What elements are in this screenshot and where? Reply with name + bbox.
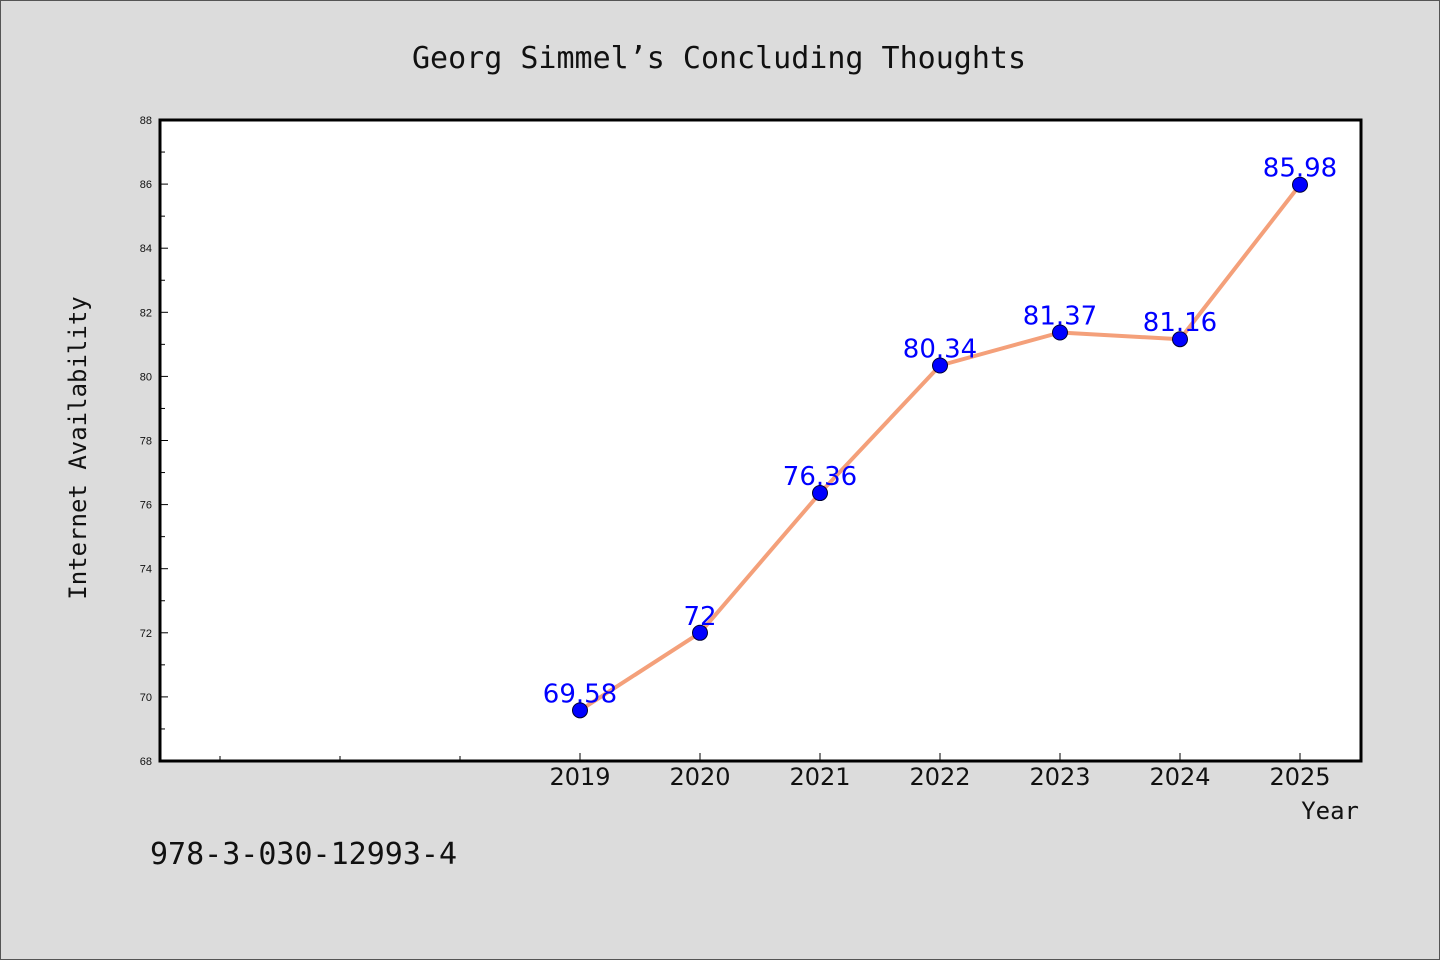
data-point	[1172, 331, 1188, 348]
x-axis: 2019 2020 2021 2022 2023 2024 2025	[219, 753, 1331, 791]
data-point	[1292, 176, 1308, 193]
data-label: 81.16	[1143, 308, 1217, 338]
x-tick-label: 2019	[549, 763, 610, 791]
x-tick-label: 2022	[909, 763, 970, 791]
y-tick-label: 70	[140, 692, 152, 704]
y-axis-label: Internet Availability	[64, 296, 92, 599]
x-axis-label: Year	[1301, 797, 1359, 825]
data-label: 80.34	[903, 335, 977, 365]
y-tick-label: 78	[140, 436, 152, 448]
data-point	[692, 624, 708, 641]
x-tick-label: 2023	[1029, 763, 1090, 791]
data-label: 85.98	[1263, 154, 1337, 184]
x-tick-label: 2021	[789, 763, 850, 791]
data-point	[572, 702, 588, 719]
y-tick-label: 88	[140, 115, 152, 127]
y-tick-label: 86	[140, 179, 152, 191]
chart-title: Georg Simmel’s Concluding Thoughts	[412, 41, 1026, 76]
y-tick-label: 76	[140, 500, 152, 512]
data-label: 76.36	[783, 462, 857, 492]
y-tick-label: 82	[140, 307, 152, 319]
data-labels: 69.58 72 76.36 80.34 81.37 81.16 85.98	[543, 154, 1337, 710]
data-point	[932, 357, 948, 374]
y-tick-label: 74	[140, 564, 152, 576]
data-label: 81.37	[1023, 301, 1097, 331]
x-tick-label: 2020	[669, 763, 730, 791]
y-tick-label: 72	[140, 628, 152, 640]
y-tick-label: 80	[140, 371, 152, 383]
plot-border	[158, 118, 1363, 763]
plot-area	[160, 120, 1361, 761]
data-point	[1052, 324, 1068, 341]
data-label: 72	[683, 602, 716, 632]
y-tick-label: 68	[140, 756, 152, 768]
data-point	[812, 485, 828, 502]
isbn-text: 978-3-030-12993-4	[150, 837, 457, 872]
data-label: 69.58	[543, 679, 617, 709]
series-layer	[572, 176, 1308, 719]
x-tick-label: 2025	[1269, 763, 1330, 791]
y-tick-label: 84	[140, 243, 152, 255]
x-tick-label: 2024	[1149, 763, 1210, 791]
